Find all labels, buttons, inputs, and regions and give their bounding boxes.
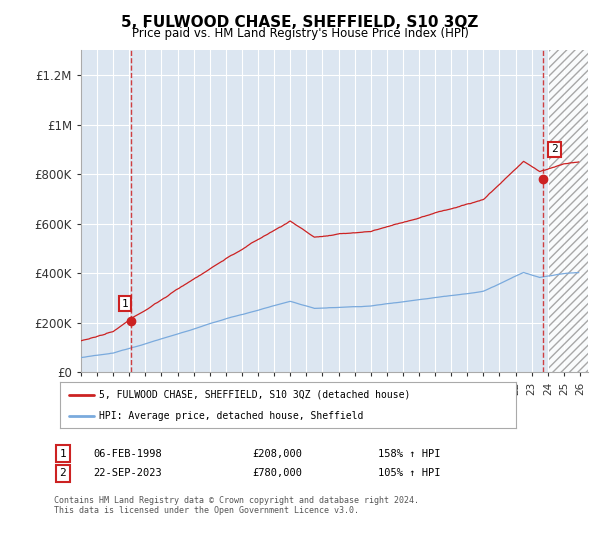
Text: 06-FEB-1998: 06-FEB-1998 xyxy=(93,449,162,459)
Text: 2: 2 xyxy=(59,468,67,478)
Text: £208,000: £208,000 xyxy=(252,449,302,459)
Text: 22-SEP-2023: 22-SEP-2023 xyxy=(93,468,162,478)
Text: HPI: Average price, detached house, Sheffield: HPI: Average price, detached house, Shef… xyxy=(99,411,363,421)
Text: £780,000: £780,000 xyxy=(252,468,302,478)
Text: 158% ↑ HPI: 158% ↑ HPI xyxy=(378,449,440,459)
Text: 1: 1 xyxy=(122,298,128,309)
Bar xyxy=(549,50,588,372)
Text: 5, FULWOOD CHASE, SHEFFIELD, S10 3QZ: 5, FULWOOD CHASE, SHEFFIELD, S10 3QZ xyxy=(121,15,479,30)
Text: Price paid vs. HM Land Registry's House Price Index (HPI): Price paid vs. HM Land Registry's House … xyxy=(131,27,469,40)
Text: 105% ↑ HPI: 105% ↑ HPI xyxy=(378,468,440,478)
Text: Contains HM Land Registry data © Crown copyright and database right 2024.
This d: Contains HM Land Registry data © Crown c… xyxy=(54,496,419,515)
Text: 1: 1 xyxy=(59,449,67,459)
Text: 5, FULWOOD CHASE, SHEFFIELD, S10 3QZ (detached house): 5, FULWOOD CHASE, SHEFFIELD, S10 3QZ (de… xyxy=(99,390,410,400)
Text: 2: 2 xyxy=(551,144,558,155)
